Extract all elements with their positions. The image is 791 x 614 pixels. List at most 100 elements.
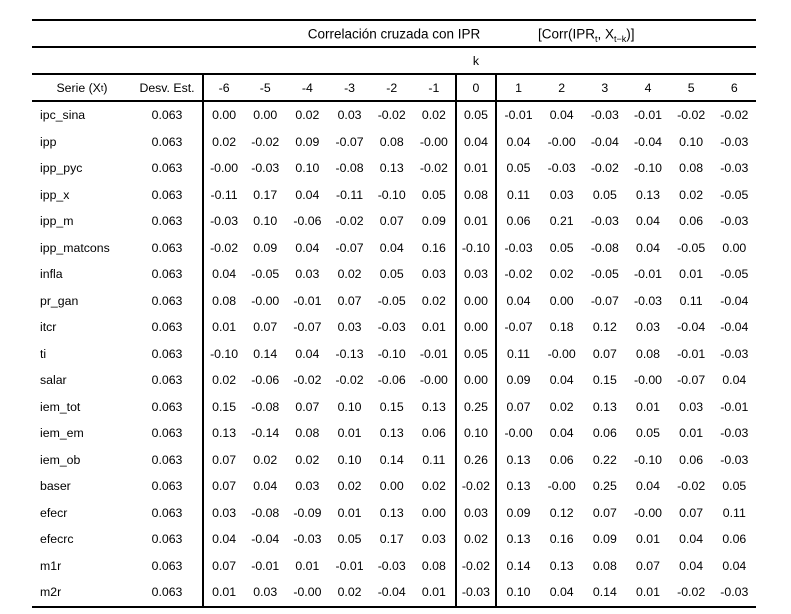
correlation-value: -0.05 <box>677 240 706 255</box>
correlation-value: 0.02 <box>202 367 244 394</box>
table-row: salar 0.063 0.02 -0.06 -0.02 -0.02 -0.06… <box>32 367 756 394</box>
correlation-value: 0.01 <box>421 585 446 600</box>
correlation-value: -0.05 <box>720 187 749 202</box>
std-dev-value: 0.063 <box>151 558 183 573</box>
std-dev-value: 0.063 <box>151 532 183 547</box>
series-name: efecr <box>40 505 68 520</box>
correlation-value: -0.03 <box>377 320 406 335</box>
correlation-value: 0.03 <box>636 320 660 335</box>
correlation-value: -0.03 <box>720 452 749 467</box>
title-row: Correlación cruzada con IPR [Corr(IPRt, … <box>32 21 756 46</box>
correlation-value: 0.13 <box>506 479 531 494</box>
correlation-value: 0.04 <box>722 373 747 388</box>
correlation-value: 0.16 <box>549 532 574 547</box>
correlation-value: -0.07 <box>504 320 533 335</box>
correlation-value: -0.00 <box>633 373 662 388</box>
formula-part: )] <box>626 26 635 41</box>
correlation-value: 0.03 <box>421 267 446 282</box>
correlation-value: 0.14 <box>592 585 617 600</box>
correlation-value: 0.04 <box>379 240 404 255</box>
rule-below-title <box>32 46 756 48</box>
correlation-value: 0.09 <box>295 134 320 149</box>
series-name: infla <box>40 267 63 282</box>
correlation-value: 0.02 <box>337 479 362 494</box>
correlation-value: -0.11 <box>202 181 244 208</box>
table-row: m1r 0.063 0.07 -0.01 0.01 -0.01 -0.03 0.… <box>32 552 756 579</box>
std-dev-value: 0.063 <box>151 585 183 600</box>
correlation-value: 0.00 <box>722 240 747 255</box>
correlation-value: 0.01 <box>337 426 362 441</box>
correlation-value: 0.05 <box>337 532 362 547</box>
correlation-value: 0.02 <box>202 128 244 155</box>
correlation-value: 0.08 <box>421 558 446 573</box>
table-row: m2r 0.063 0.01 0.03 -0.00 0.02 -0.04 0.0… <box>32 579 756 606</box>
correlation-value: -0.01 <box>633 108 662 123</box>
correlation-table: Correlación cruzada con IPR [Corr(IPRt, … <box>32 19 756 608</box>
correlation-value: 0.15 <box>379 399 404 414</box>
formula-subscript: t <box>595 33 598 44</box>
correlation-value: 0.13 <box>202 420 244 447</box>
col-header-k-zero: 0 <box>454 75 497 100</box>
correlation-value-k0: 0.26 <box>454 446 497 473</box>
correlation-value: 0.10 <box>253 214 278 229</box>
correlation-value: -0.03 <box>720 161 749 176</box>
correlation-value: -0.09 <box>293 505 322 520</box>
correlation-value: -0.02 <box>293 373 322 388</box>
correlation-value: 0.17 <box>379 532 404 547</box>
correlation-value: 0.02 <box>253 452 278 467</box>
correlation-value: 0.05 <box>506 161 531 176</box>
correlation-value: 0.08 <box>592 558 617 573</box>
correlation-value: -0.02 <box>677 585 706 600</box>
correlation-value-k0: -0.10 <box>454 234 497 261</box>
correlation-value-k0: 0.00 <box>454 287 497 314</box>
correlation-value: 0.12 <box>592 320 617 335</box>
correlation-value: 0.05 <box>549 240 574 255</box>
correlation-value: 0.01 <box>337 505 362 520</box>
correlation-value: 0.07 <box>253 320 278 335</box>
correlation-value: 0.14 <box>379 452 404 467</box>
correlation-value: 0.04 <box>506 293 531 308</box>
correlation-value: 0.09 <box>506 505 531 520</box>
correlation-value: 0.02 <box>679 187 704 202</box>
correlation-value: 0.00 <box>379 479 404 494</box>
correlation-value: 0.13 <box>636 187 660 202</box>
series-name: ipp_pyc <box>40 161 83 176</box>
correlation-value: 0.13 <box>592 399 617 414</box>
correlation-value: 0.10 <box>337 399 362 414</box>
std-dev-value: 0.063 <box>151 267 183 282</box>
correlation-value: 0.04 <box>549 585 574 600</box>
col-header-k-minus1: -1 <box>428 80 440 95</box>
rule-below-k <box>32 73 756 75</box>
correlation-value: 0.02 <box>421 108 446 123</box>
correlation-value: 0.13 <box>549 558 574 573</box>
correlation-value: -0.03 <box>720 585 749 600</box>
serie-header-part: Serie (X <box>56 80 101 95</box>
correlation-value: -0.10 <box>377 187 406 202</box>
correlation-value: 0.11 <box>679 293 703 308</box>
correlation-value: 0.00 <box>202 102 244 129</box>
correlation-value: -0.08 <box>251 505 280 520</box>
correlation-value: 0.07 <box>592 346 617 361</box>
correlation-value: 0.08 <box>679 161 704 176</box>
correlation-value: -0.03 <box>720 346 749 361</box>
correlation-value: 0.22 <box>592 452 617 467</box>
correlation-value: -0.03 <box>251 161 280 176</box>
table-row: ipp 0.063 0.02 -0.02 0.09 -0.07 0.08 -0.… <box>32 128 756 155</box>
correlation-value: -0.04 <box>590 134 619 149</box>
series-name: baser <box>40 479 71 494</box>
correlation-value-k0: 0.08 <box>454 181 497 208</box>
table-title: Correlación cruzada con IPR <box>307 26 481 41</box>
correlation-value: 0.04 <box>636 214 660 229</box>
correlation-value: -0.02 <box>335 373 364 388</box>
correlation-value: -0.00 <box>633 505 662 520</box>
correlation-value: 0.10 <box>679 134 704 149</box>
correlation-value: 0.21 <box>549 214 574 229</box>
correlation-value: -0.07 <box>677 373 706 388</box>
correlation-value: 0.11 <box>722 505 746 520</box>
table-row: pr_gan 0.063 0.08 -0.00 -0.01 0.07 -0.05… <box>32 287 756 314</box>
correlation-value: 0.04 <box>549 108 574 123</box>
correlation-value: 0.11 <box>422 452 446 467</box>
correlation-value-k0: -0.02 <box>454 473 497 500</box>
series-name: salar <box>40 373 67 388</box>
series-name: efecrc <box>40 532 74 547</box>
